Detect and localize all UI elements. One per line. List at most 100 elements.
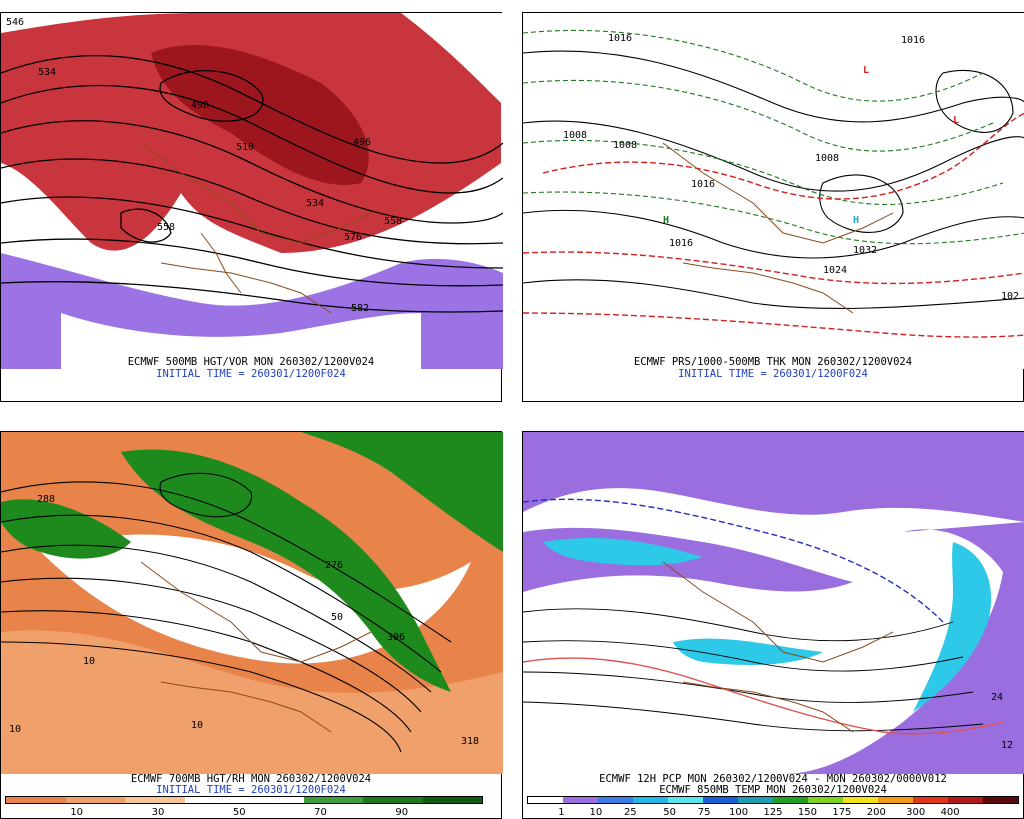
contour-label: 496: [353, 137, 371, 148]
rh-tick: 90: [395, 807, 409, 818]
contour-label: 558: [384, 216, 402, 227]
svg-text:H: H: [663, 215, 669, 226]
precip-tick: 75: [697, 807, 711, 818]
precip-band-west-core: [543, 537, 703, 566]
precip-tick: 50: [663, 807, 677, 818]
contour-label: 1016: [608, 33, 632, 44]
precip-tick: 100: [729, 807, 749, 818]
contour-label: 318: [461, 736, 479, 747]
rh-colorbar-bin: [125, 797, 185, 803]
contour-label: 276: [325, 560, 343, 571]
contour-label: 1024: [823, 265, 847, 276]
contour-label: 10: [9, 724, 21, 735]
panel-500mb-hgt-vor: 546 534 498 510 496 534 558 576 558 582 ECMWF 500…: [0, 12, 503, 402]
precip-colorbar-bin: [528, 797, 563, 803]
contour-label: 10: [191, 720, 203, 731]
precip-tick: 1: [558, 807, 565, 818]
contour-label: 12: [1001, 740, 1013, 751]
country-borders: [662, 142, 894, 314]
contour-label: 1016: [691, 179, 715, 190]
vorticity-positive-core: [151, 44, 369, 185]
precip-colorbar-bin: [703, 797, 738, 803]
rh-tick: 10: [70, 807, 84, 818]
rh-tick: 50: [232, 807, 246, 818]
precip-colorbar-bin: [633, 797, 668, 803]
precip-colorbar-bin: [563, 797, 598, 803]
contour-label: 582: [351, 303, 369, 314]
panel-700mb-init-time: INITIAL TIME = 260301/1200F024: [156, 784, 346, 796]
precip-gulf: [673, 638, 823, 665]
rh-moist-west: [1, 499, 131, 559]
contour-label: 510: [236, 142, 254, 153]
panel-500mb-init-time: INITIAL TIME = 260301/1200F024: [156, 368, 346, 380]
country-borders: [140, 142, 372, 314]
panel-700mb-title: ECMWF 700MB HGT/RH MON 260302/1200V024: [130, 773, 372, 785]
precip-tick: 400: [940, 807, 960, 818]
contour-label: 1008: [815, 153, 839, 164]
contour-label: 534: [38, 67, 56, 78]
rh-colorbar-bin: [6, 797, 66, 803]
panel-pcp-subtitle: ECMWF 850MB TEMP MON 260302/1200V024: [659, 784, 887, 796]
temp-contours-cold: [523, 498, 944, 623]
thickness-contours-high: [523, 112, 1024, 338]
contour-label: 50: [331, 612, 343, 623]
precip-tick: 25: [623, 807, 637, 818]
contour-label: 1008: [613, 140, 637, 151]
precip-colorbar-bin: [878, 797, 913, 803]
svg-text:L: L: [863, 65, 869, 76]
contour-label: 1008: [563, 130, 587, 141]
contour-label: 558: [157, 222, 175, 233]
contour-label: 102: [1001, 291, 1019, 302]
panel-pcp-title: ECMWF 12H PCP MON 260302/1200V024 - MON …: [599, 773, 947, 785]
contour-label: 1016: [669, 238, 693, 249]
rh-colorbar-bin: [422, 797, 482, 803]
country-borders: [662, 561, 894, 733]
precip-band-east-core: [913, 542, 992, 712]
rh-white-region: [41, 534, 471, 664]
rh-tick: 30: [151, 807, 165, 818]
precip-band-east: [783, 522, 1024, 774]
precip-tick: 300: [906, 807, 926, 818]
rh-colorbar-bin: [363, 797, 423, 803]
contour-label: 534: [306, 198, 324, 209]
panel-12h-pcp-850mb-temp: 12 24 ECMWF 12H PCP MON 260302/1200V024 -…: [522, 431, 1024, 819]
contour-label: 10: [83, 656, 95, 667]
contour-label: 546: [6, 17, 24, 28]
precip-colorbar-bin: [738, 797, 773, 803]
height-contours: [1, 54, 503, 313]
rh-colorbar-bin: [184, 797, 244, 803]
rh-colorbar-bin: [65, 797, 125, 803]
map-500mb-vorticity: 546 534 498 510 496 534 558 576 558 582: [1, 13, 503, 369]
contour-label: 576: [344, 232, 362, 243]
panel-500mb-title: ECMWF 500MB HGT/VOR MON 260302/1200V024: [127, 356, 375, 368]
precip-light-north: [523, 432, 1024, 522]
svg-text:H: H: [853, 215, 859, 226]
precip-colorbar-bin: [598, 797, 633, 803]
rh-moist-north: [301, 432, 503, 552]
precip-tick: 200: [866, 807, 886, 818]
map-prs-thickness: H H L L 1016 1008 1008 1008 1016 1016 1024 1016…: [523, 13, 1024, 369]
contour-label: 1032: [853, 245, 877, 256]
contour-label: 1016: [901, 35, 925, 46]
pressure-contours: [523, 50, 1024, 309]
contour-label: 306: [387, 632, 405, 643]
height-contours: [1, 472, 452, 753]
precip-tick: 125: [763, 807, 783, 818]
map-700mb-rh: 288 276 306 318 10 10 10 50: [1, 432, 503, 774]
panel-prs-thickness: H H L L 1016 1008 1008 1008 1016 1016 1024 1016…: [522, 12, 1024, 402]
precip-colorbar-bin: [948, 797, 983, 803]
vorticity-negative-clear: [61, 313, 421, 369]
temp-contours-warm: [523, 657, 1004, 735]
precip-colorbar-ticks: 1 10 25 50 75 100 125 150 175 200 300 40…: [527, 807, 1019, 819]
contour-label: 24: [991, 692, 1003, 703]
contour-label: 498: [191, 100, 209, 111]
precip-colorbar: [527, 796, 1019, 804]
thickness-contours-low: [523, 29, 1024, 245]
precip-tick: 10: [589, 807, 603, 818]
precip-colorbar-bin: [668, 797, 703, 803]
rh-colorbar-bin: [303, 797, 363, 803]
contour-label: 288: [37, 494, 55, 505]
rh-colorbar: [5, 796, 483, 804]
country-borders: [140, 561, 372, 733]
rh-colorbar-bin: [244, 797, 304, 803]
